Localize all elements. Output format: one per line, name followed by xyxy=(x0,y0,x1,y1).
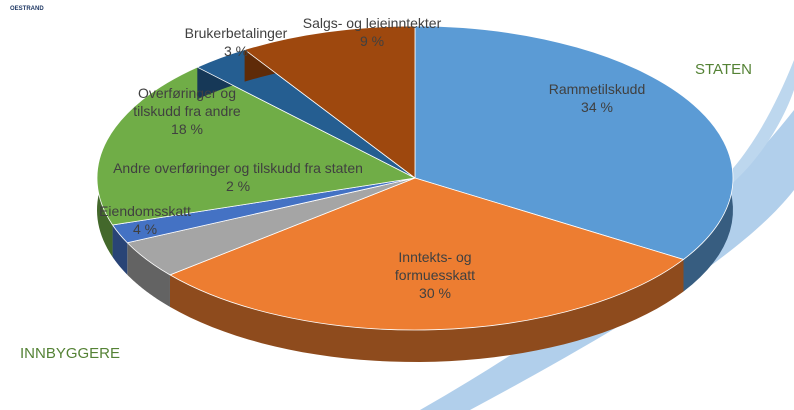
pie-slice xyxy=(169,177,685,362)
slice-top xyxy=(414,25,734,260)
group-label: STATEN xyxy=(695,61,752,78)
logo-text: OESTRAND xyxy=(10,6,44,12)
category-label: Overføringer og tilskudd fra andre xyxy=(133,85,241,119)
category-label: Inntekts- og formuesskatt xyxy=(394,249,476,283)
value-label: 2 % xyxy=(225,178,251,194)
category-label: Eiendomsskatt xyxy=(99,203,191,219)
category-label: Andre overføringer og tilskudd fra state… xyxy=(113,160,363,176)
value-label: 9 % xyxy=(359,33,385,49)
slice-top xyxy=(169,177,685,331)
slice-label: Eiendomsskatt 4 % xyxy=(90,202,200,238)
slice-top xyxy=(243,25,416,179)
pie-slice xyxy=(243,25,416,179)
slice-top xyxy=(96,66,417,226)
slice-side xyxy=(112,224,128,275)
pie-slice xyxy=(414,25,734,292)
slice-side xyxy=(127,242,170,307)
category-label: Brukerbetalinger xyxy=(184,25,288,41)
slice-label: Brukerbetalinger 3 % xyxy=(166,24,306,60)
value-label: 34 % xyxy=(581,99,613,115)
value-label: 30 % xyxy=(419,285,451,301)
value-label: 18 % xyxy=(171,121,203,137)
slice-label: Salgs- og leieinntekter 9 % xyxy=(272,14,472,50)
slice-label: Rammetilskudd 34 % xyxy=(532,80,662,116)
value-label: 3 % xyxy=(223,43,249,59)
slice-label: Inntekts- og formuesskatt 30 % xyxy=(370,248,500,302)
category-label: Rammetilskudd xyxy=(548,81,646,97)
value-label: 4 % xyxy=(132,221,158,237)
group-label: INNBYGGERE xyxy=(20,345,121,362)
slice-side xyxy=(169,259,684,362)
category-label: Salgs- og leieinntekter xyxy=(302,15,442,31)
slice-label: Overføringer og tilskudd fra andre 18 % xyxy=(117,84,257,138)
slice-label: Andre overføringer og tilskudd fra state… xyxy=(88,159,388,195)
pie-slice xyxy=(96,66,417,257)
